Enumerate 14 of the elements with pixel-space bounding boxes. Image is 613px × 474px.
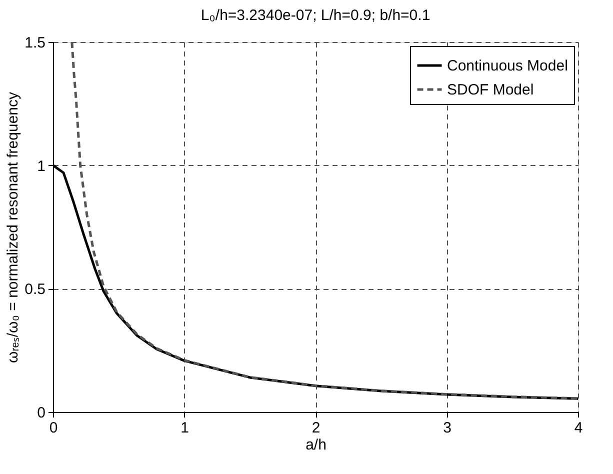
y-tick-label: 0.5 xyxy=(24,281,46,298)
x-tick-label: 0 xyxy=(49,420,58,436)
x-tick-label: 3 xyxy=(443,420,452,436)
legend-label: Continuous Model xyxy=(447,58,568,74)
x-tick-label: 1 xyxy=(180,420,189,436)
chart-title: L₀/h=3.2340e-07; L/h=0.9; b/h=0.1 xyxy=(200,7,430,24)
y-tick-label: 1 xyxy=(37,158,46,175)
x-axis-title: a/h xyxy=(306,436,326,454)
legend-label: SDOF Model xyxy=(447,82,534,98)
y-axis-title: ωᵣₑₛ/ω₀ = normalized resonant frequency xyxy=(4,91,22,364)
y-tick-label: 0 xyxy=(37,404,46,422)
y-tick-label: 1.5 xyxy=(24,34,46,52)
x-tick-label: 4 xyxy=(574,420,583,436)
x-tick-label: 2 xyxy=(312,420,320,436)
